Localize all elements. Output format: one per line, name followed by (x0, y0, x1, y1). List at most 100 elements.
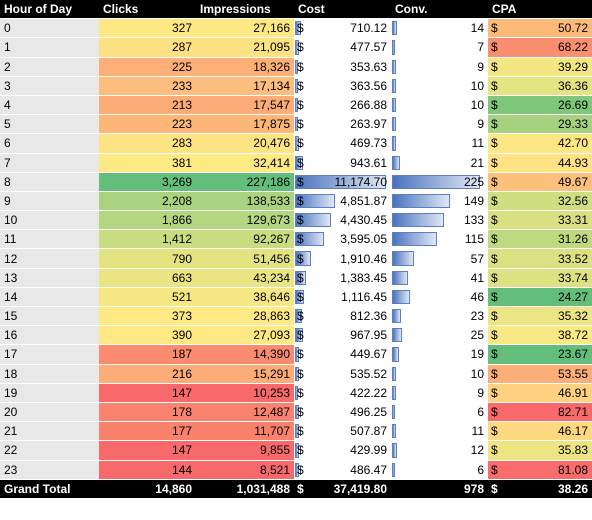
cell-conv[interactable]: 10 (391, 76, 488, 95)
cell-hour[interactable]: 16 (0, 326, 99, 345)
cell-impressions[interactable]: 21,095 (196, 38, 294, 57)
cell-cost[interactable]: $469.73 (294, 134, 391, 153)
cell-cost[interactable]: $507.87 (294, 422, 391, 441)
cell-clicks[interactable]: 521 (99, 287, 196, 306)
cell-hour[interactable]: 14 (0, 287, 99, 306)
cell-cost[interactable]: $535.52 (294, 364, 391, 383)
cell-hour[interactable]: 1 (0, 38, 99, 57)
cell-hour[interactable]: 19 (0, 383, 99, 402)
cell-hour[interactable]: 8 (0, 172, 99, 191)
cell-clicks[interactable]: 1,866 (99, 211, 196, 230)
cell-impressions[interactable]: 38,646 (196, 287, 294, 306)
cell-impressions[interactable]: 9,855 (196, 441, 294, 460)
cell-hour[interactable]: 15 (0, 307, 99, 326)
cell-clicks[interactable]: 187 (99, 345, 196, 364)
cell-impressions[interactable]: 32,414 (196, 153, 294, 172)
cell-cpa[interactable]: $50.72 (488, 19, 592, 38)
cell-conv[interactable]: 225 (391, 172, 488, 191)
cell-conv[interactable]: 14 (391, 19, 488, 38)
cell-conv[interactable]: 9 (391, 115, 488, 134)
cell-impressions[interactable]: 10,253 (196, 383, 294, 402)
cell-impressions[interactable]: 27,166 (196, 19, 294, 38)
cell-cost[interactable]: $4,851.87 (294, 191, 391, 211)
cell-cpa[interactable]: $24.27 (488, 287, 592, 306)
cell-impressions[interactable]: 92,267 (196, 230, 294, 249)
header-conv[interactable]: Conv. (391, 0, 488, 19)
cell-cost[interactable]: $477.57 (294, 38, 391, 57)
cell-cpa[interactable]: $49.67 (488, 172, 592, 191)
cell-impressions[interactable]: 11,707 (196, 422, 294, 441)
cell-hour[interactable]: 7 (0, 153, 99, 172)
cell-cost[interactable]: $967.95 (294, 326, 391, 345)
cell-cpa[interactable]: $26.69 (488, 95, 592, 115)
cell-hour[interactable]: 5 (0, 115, 99, 134)
cell-clicks[interactable]: 287 (99, 38, 196, 57)
cell-clicks[interactable]: 213 (99, 95, 196, 115)
cell-clicks[interactable]: 381 (99, 153, 196, 172)
cell-hour[interactable]: 4 (0, 95, 99, 115)
cell-conv[interactable]: 7 (391, 38, 488, 57)
cell-conv[interactable]: 6 (391, 460, 488, 479)
cell-conv[interactable]: 115 (391, 230, 488, 249)
cell-hour[interactable]: 20 (0, 402, 99, 422)
cell-cost[interactable]: $263.97 (294, 115, 391, 134)
cell-cpa[interactable]: $35.32 (488, 307, 592, 326)
cell-cpa[interactable]: $29.33 (488, 115, 592, 134)
cell-hour[interactable]: 3 (0, 76, 99, 95)
cell-cpa[interactable]: $31.26 (488, 230, 592, 249)
cell-cpa[interactable]: $68.22 (488, 38, 592, 57)
cell-impressions[interactable]: 227,186 (196, 172, 294, 191)
cell-impressions[interactable]: 51,456 (196, 249, 294, 268)
grand-total-clicks[interactable]: 14,860 (99, 479, 196, 498)
cell-clicks[interactable]: 177 (99, 422, 196, 441)
cell-hour[interactable]: 12 (0, 249, 99, 268)
cell-impressions[interactable]: 43,234 (196, 268, 294, 287)
grand-total-impressions[interactable]: 1,031,488 (196, 479, 294, 498)
cell-cost[interactable]: $3,595.05 (294, 230, 391, 249)
cell-cpa[interactable]: $46.91 (488, 383, 592, 402)
cell-cost[interactable]: $429.99 (294, 441, 391, 460)
cell-impressions[interactable]: 14,390 (196, 345, 294, 364)
grand-total-cost[interactable]: $ 37,419.80 (294, 479, 391, 498)
cell-cost[interactable]: $266.88 (294, 95, 391, 115)
header-hour[interactable]: Hour of Day (0, 0, 99, 19)
cell-clicks[interactable]: 283 (99, 134, 196, 153)
cell-cost[interactable]: $812.36 (294, 307, 391, 326)
cell-cost[interactable]: $4,430.45 (294, 211, 391, 230)
cell-cpa[interactable]: $42.70 (488, 134, 592, 153)
grand-total-label[interactable]: Grand Total (0, 479, 99, 498)
cell-impressions[interactable]: 17,134 (196, 76, 294, 95)
cell-conv[interactable]: 9 (391, 57, 488, 76)
cell-cpa[interactable]: $23.67 (488, 345, 592, 364)
cell-clicks[interactable]: 663 (99, 268, 196, 287)
cell-hour[interactable]: 21 (0, 422, 99, 441)
cell-cost[interactable]: $496.25 (294, 402, 391, 422)
cell-impressions[interactable]: 17,547 (196, 95, 294, 115)
cell-hour[interactable]: 17 (0, 345, 99, 364)
cell-hour[interactable]: 10 (0, 211, 99, 230)
cell-conv[interactable]: 46 (391, 287, 488, 306)
cell-conv[interactable]: 10 (391, 95, 488, 115)
cell-cpa[interactable]: $81.08 (488, 460, 592, 479)
cell-conv[interactable]: 9 (391, 383, 488, 402)
cell-cost[interactable]: $353.63 (294, 57, 391, 76)
cell-cpa[interactable]: $36.36 (488, 76, 592, 95)
cell-hour[interactable]: 2 (0, 57, 99, 76)
cell-impressions[interactable]: 17,875 (196, 115, 294, 134)
cell-cost[interactable]: $486.47 (294, 460, 391, 479)
cell-cost[interactable]: $11,174.70 (294, 172, 391, 191)
cell-clicks[interactable]: 144 (99, 460, 196, 479)
cell-conv[interactable]: 6 (391, 402, 488, 422)
cell-conv[interactable]: 57 (391, 249, 488, 268)
cell-clicks[interactable]: 225 (99, 57, 196, 76)
cell-hour[interactable]: 22 (0, 441, 99, 460)
cell-cost[interactable]: $422.22 (294, 383, 391, 402)
cell-conv[interactable]: 133 (391, 211, 488, 230)
cell-clicks[interactable]: 790 (99, 249, 196, 268)
cell-conv[interactable]: 21 (391, 153, 488, 172)
cell-cpa[interactable]: $82.71 (488, 402, 592, 422)
cell-clicks[interactable]: 3,269 (99, 172, 196, 191)
cell-cpa[interactable]: $35.83 (488, 441, 592, 460)
header-clicks[interactable]: Clicks (99, 0, 196, 19)
cell-clicks[interactable]: 223 (99, 115, 196, 134)
